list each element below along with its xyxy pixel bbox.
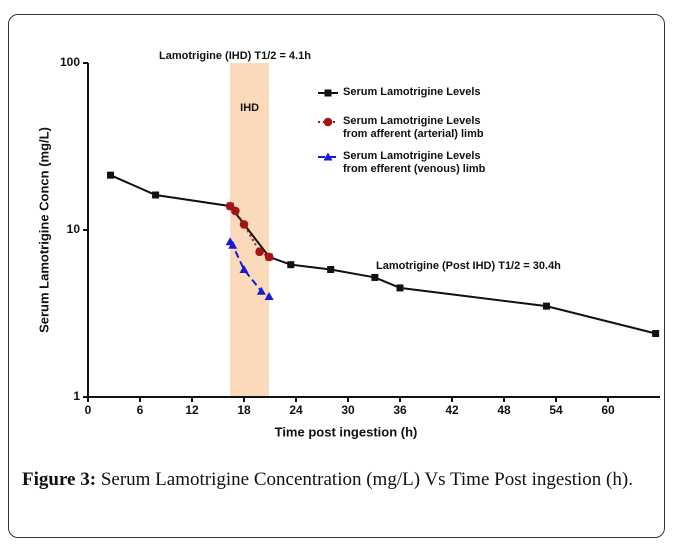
x-tick-label: 42	[445, 403, 459, 417]
marker	[225, 201, 235, 211]
annotation: Lamotrigine (Post IHD) T1/2 = 30.4h	[376, 260, 561, 272]
marker	[256, 286, 266, 295]
marker	[396, 284, 404, 292]
annotation: Lamotrigine (IHD) T1/2 = 4.1h	[159, 50, 311, 62]
x-tick-label: 36	[393, 403, 407, 417]
x-tick-label: 30	[341, 403, 355, 417]
marker	[542, 302, 550, 310]
marker	[327, 266, 335, 274]
marker	[287, 261, 295, 269]
marker	[239, 220, 249, 229]
caption-label: Figure 3:	[22, 469, 97, 490]
legend-label: Serum Lamotrigine Levels	[343, 86, 481, 98]
caption: Figure 3: Serum Lamotrigine Concentratio…	[22, 466, 652, 494]
y-tick-label: 10	[67, 222, 81, 236]
x-tick-label: 24	[289, 403, 303, 417]
marker	[107, 171, 115, 179]
legend-label: Serum Lamotrigine Levels from afferent (…	[343, 115, 484, 140]
y-axis-label: Serum Lamotrigine Concn (mg/L)	[36, 127, 51, 333]
legend-marker	[323, 152, 333, 161]
marker	[371, 273, 379, 281]
x-tick-label: 48	[497, 403, 511, 417]
legend-label: Serum Lamotrigine Levels from efferent (…	[343, 150, 486, 175]
legend-marker	[324, 89, 332, 97]
x-axis-label: Time post ingestion (h)	[275, 424, 418, 439]
marker	[152, 191, 160, 199]
series-line	[110, 174, 656, 335]
figure-frame	[8, 14, 665, 538]
marker	[264, 291, 274, 300]
caption-text: Serum Lamotrigine Concentration (mg/L) V…	[100, 469, 633, 490]
x-tick-label: 6	[137, 403, 144, 417]
x-tick-label: 18	[237, 403, 251, 417]
y-tick-label: 1	[73, 389, 80, 403]
legend-marker	[323, 117, 333, 127]
region-label: IHD	[240, 102, 259, 114]
marker	[231, 206, 240, 216]
y-tick-label: 100	[60, 55, 80, 69]
marker	[239, 265, 249, 274]
x-tick-label: 54	[549, 403, 563, 417]
marker	[255, 247, 264, 257]
marker	[652, 330, 660, 338]
marker	[264, 252, 274, 262]
x-tick-label: 12	[185, 403, 199, 417]
x-tick-label: 60	[601, 403, 615, 417]
x-tick-label: 0	[85, 403, 92, 417]
marker	[228, 240, 238, 249]
